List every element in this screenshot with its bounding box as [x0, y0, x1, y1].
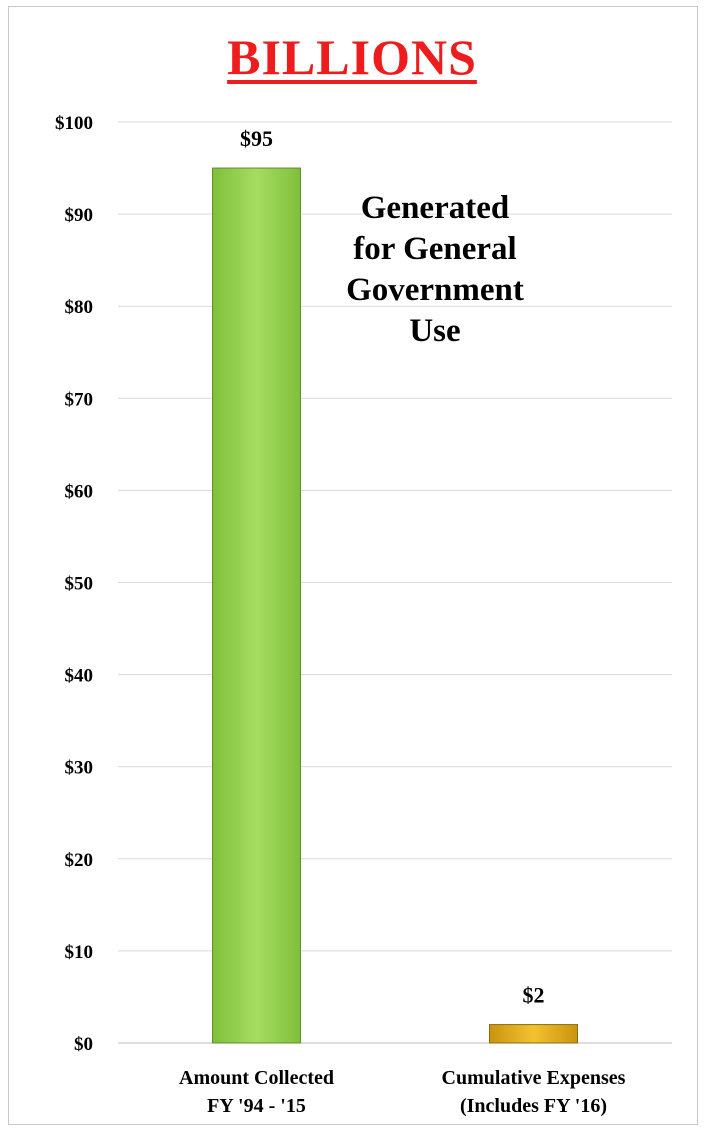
y-tick-label: $70 [65, 389, 94, 410]
annotation-line: Government [346, 272, 524, 308]
category-label: Amount Collected [179, 1067, 334, 1089]
chart-annotation: Generated for General Government Use [330, 188, 540, 352]
y-tick-label: $0 [74, 1034, 93, 1055]
y-tick-label: $30 [65, 758, 94, 779]
category-label: FY '94 - '15 [207, 1095, 306, 1117]
category-label: Cumulative Expenses [442, 1067, 626, 1089]
bar [212, 167, 301, 1044]
data-label: $95 [240, 126, 273, 151]
chart-frame [8, 6, 698, 1125]
chart-title: BILLIONS [227, 29, 477, 85]
y-tick-label: $80 [65, 297, 94, 318]
y-axis-ticks: $0 $10 $20 $30 $40 $50 $60 $70 $80 $90 $100 [55, 113, 93, 1055]
y-tick-label: $100 [55, 113, 93, 134]
category-label: (Includes FY '16) [460, 1095, 607, 1117]
gridlines [118, 121, 672, 1044]
y-tick-label: $90 [65, 205, 94, 226]
annotation-line: Generated [360, 190, 510, 226]
data-labels: $95 $2 [240, 126, 545, 1008]
y-tick-label: $60 [65, 481, 94, 502]
bars [212, 167, 578, 1044]
y-tick-label: $40 [65, 666, 94, 687]
annotation-line: Use [409, 313, 461, 349]
y-tick-label: $10 [65, 942, 94, 963]
y-tick-label: $50 [65, 574, 94, 595]
annotation-line: for General [353, 231, 517, 267]
data-label: $2 [523, 983, 545, 1008]
category-labels: Amount Collected FY '94 - '15 Cumulative E… [179, 1067, 626, 1117]
y-tick-label: $20 [65, 850, 94, 871]
bar [489, 1024, 578, 1044]
